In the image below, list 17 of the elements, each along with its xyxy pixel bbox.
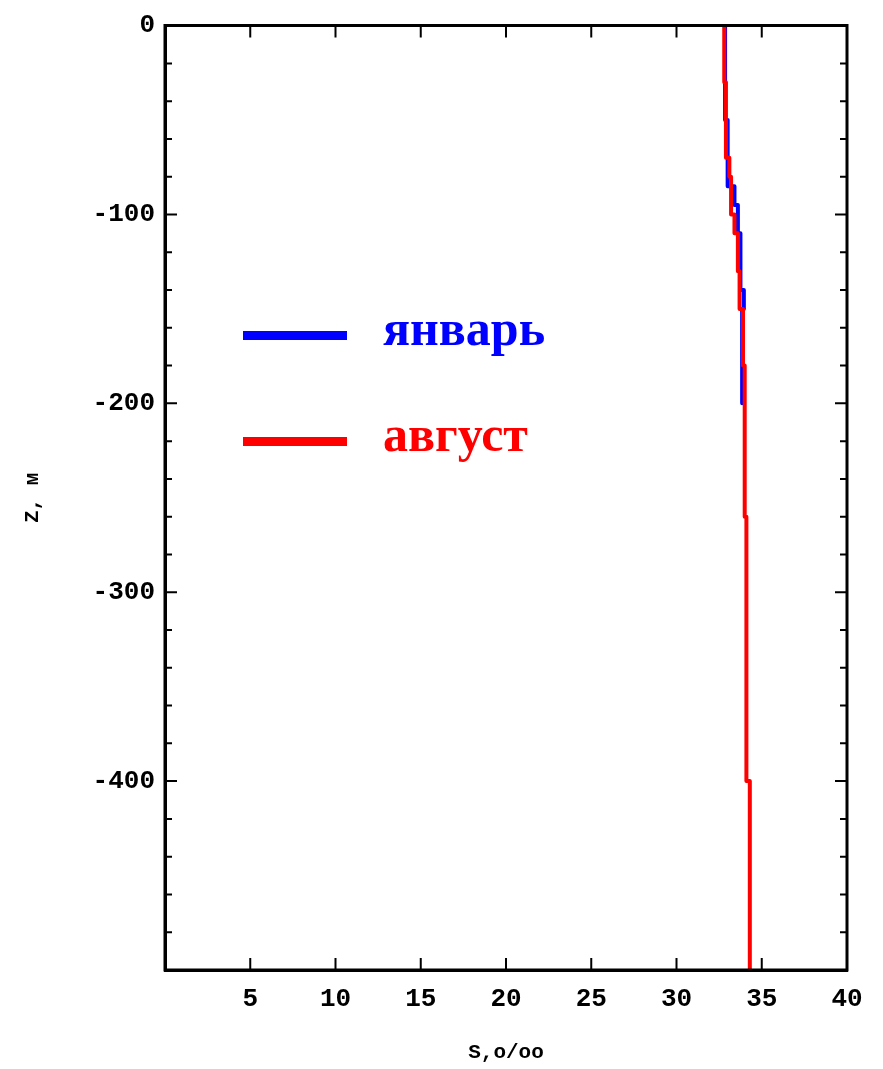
y-tick-label: 0 xyxy=(139,10,155,41)
y-tick-label: -200 xyxy=(92,387,155,418)
x-tick-label: 40 xyxy=(831,984,863,1015)
x-tick-label: 5 xyxy=(242,984,259,1015)
x-tick-label: 30 xyxy=(660,984,693,1015)
x-tick-label: 35 xyxy=(746,984,778,1015)
x-tick-label: 10 xyxy=(319,984,352,1015)
y-tick-label: -400 xyxy=(92,765,155,796)
legend-label: август xyxy=(383,405,528,462)
y-tick-label: -300 xyxy=(92,576,155,607)
x-tick-label: 20 xyxy=(490,984,522,1015)
x-tick-label: 15 xyxy=(405,984,437,1015)
x-axis-title: S,o/oo xyxy=(468,1040,544,1064)
legend-label: январь xyxy=(383,299,546,356)
y-tick-label: -100 xyxy=(92,199,155,230)
y-axis-title: Z, м xyxy=(20,472,44,524)
x-tick-label: 25 xyxy=(575,984,607,1015)
